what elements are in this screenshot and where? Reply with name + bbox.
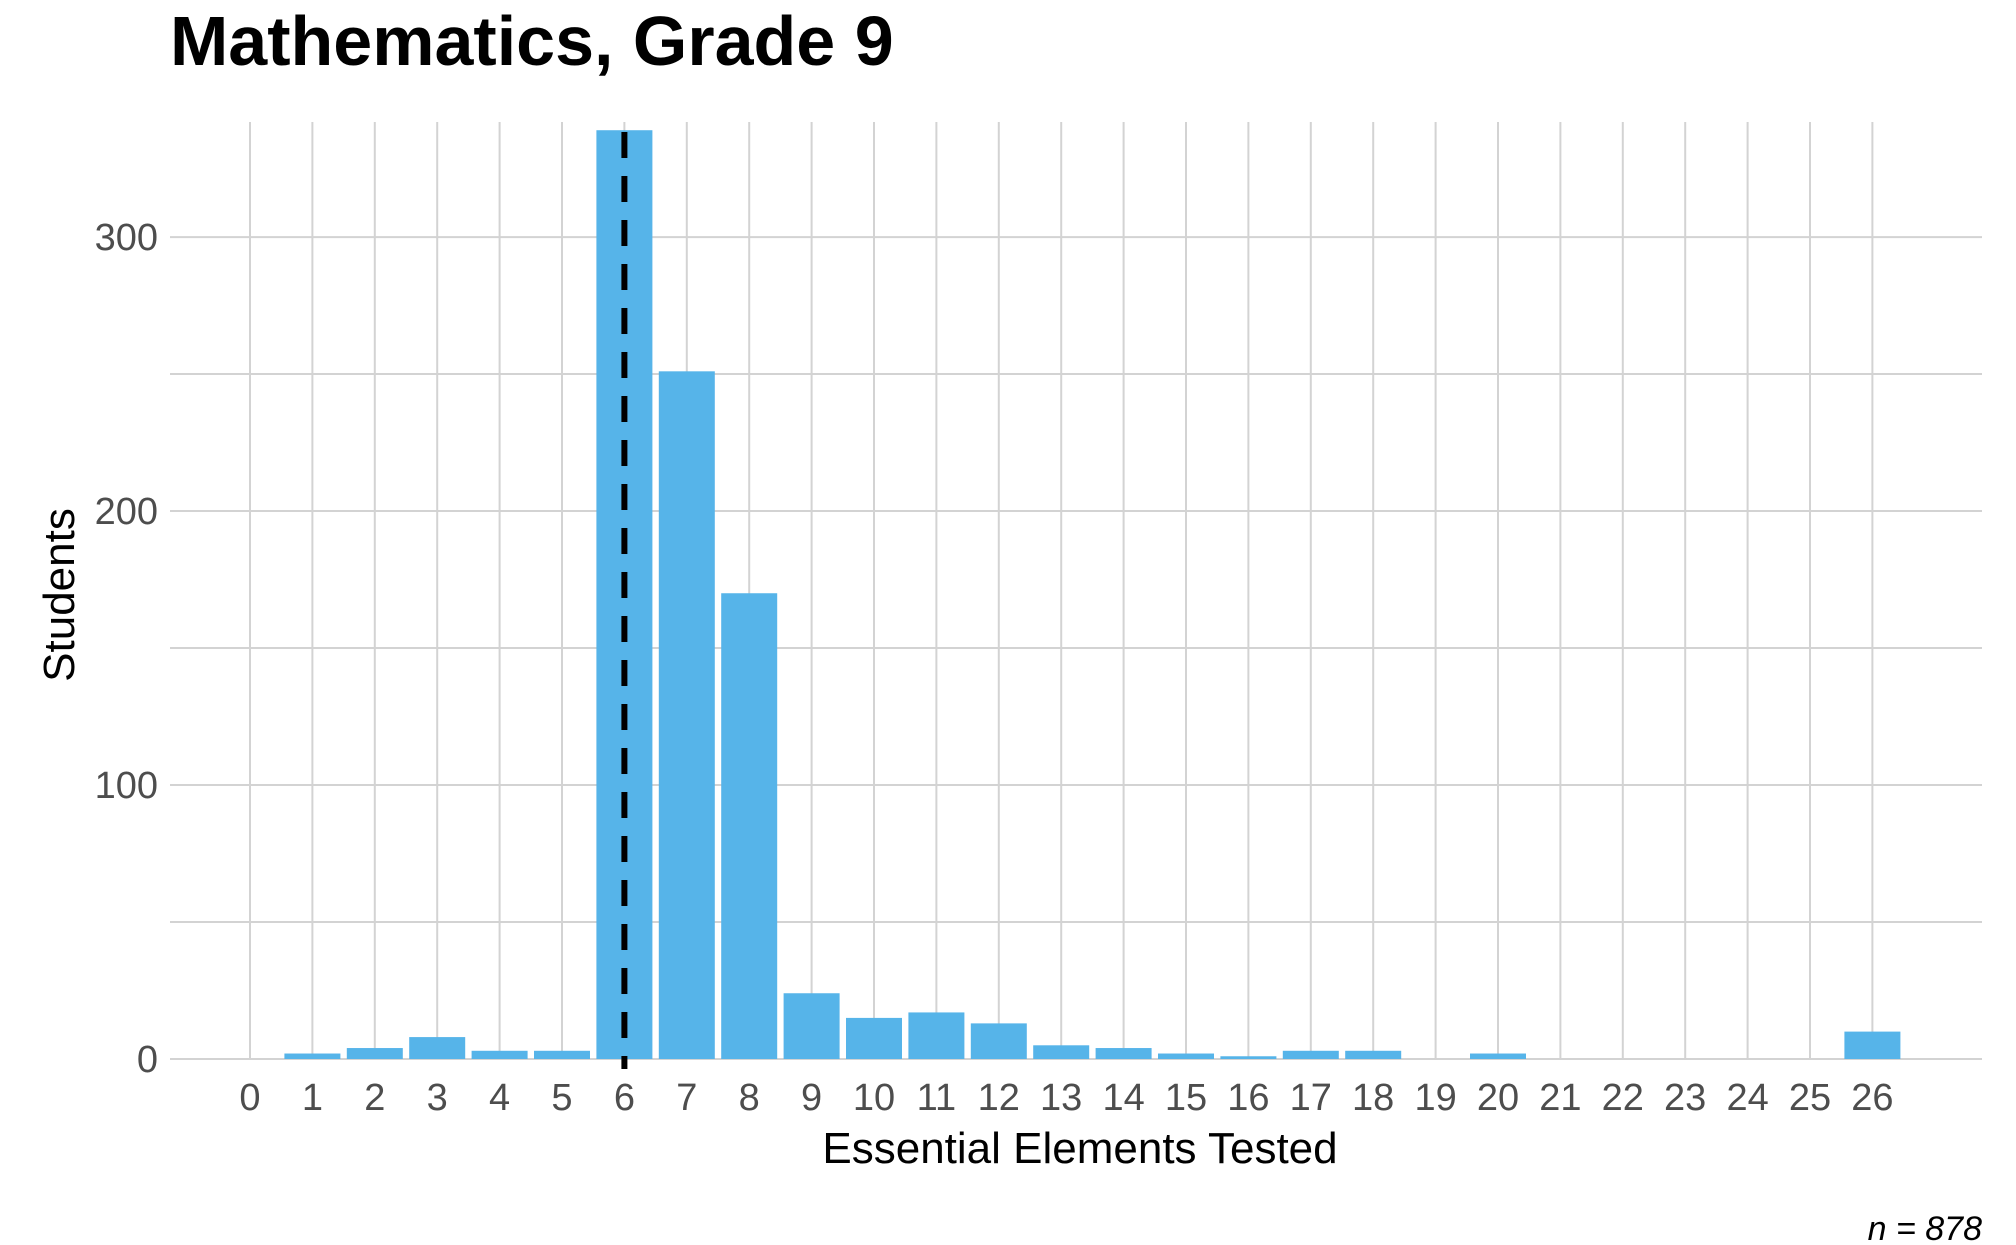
x-tick-label: 11 bbox=[917, 1077, 956, 1119]
sample-size-caption: n = 878 bbox=[1868, 1210, 1982, 1245]
bar-1 bbox=[284, 1053, 341, 1059]
bar-5 bbox=[534, 1050, 590, 1059]
y-axis-label: Students bbox=[35, 508, 84, 682]
y-tick-label: 300 bbox=[95, 217, 158, 259]
bar-3 bbox=[409, 1037, 466, 1059]
bar-26 bbox=[1844, 1031, 1901, 1059]
x-tick-label: 17 bbox=[1290, 1077, 1332, 1119]
chart-title: Mathematics, Grade 9 bbox=[170, 2, 894, 80]
bar-7 bbox=[658, 371, 715, 1059]
x-tick-label: 16 bbox=[1227, 1077, 1269, 1119]
x-tick-label: 2 bbox=[364, 1077, 385, 1119]
bar-15 bbox=[1158, 1053, 1214, 1059]
x-axis-label: Essential Elements Tested bbox=[822, 1124, 1337, 1173]
x-tick-label: 5 bbox=[551, 1077, 572, 1119]
y-tick-label: 100 bbox=[95, 765, 158, 807]
bar-10 bbox=[846, 1017, 902, 1059]
bar-4 bbox=[471, 1050, 528, 1059]
bar-20 bbox=[1470, 1053, 1526, 1059]
x-tick-label: 8 bbox=[739, 1077, 760, 1119]
bar-13 bbox=[1033, 1045, 1090, 1059]
x-tick-label: 18 bbox=[1352, 1077, 1394, 1119]
x-tick-label: 12 bbox=[978, 1077, 1020, 1119]
y-tick-label: 200 bbox=[95, 491, 158, 533]
bar-17 bbox=[1282, 1050, 1339, 1059]
x-tick-label: 6 bbox=[614, 1077, 635, 1119]
bar-16 bbox=[1220, 1056, 1277, 1059]
x-tick-label: 21 bbox=[1539, 1077, 1581, 1119]
bar-9 bbox=[783, 993, 840, 1059]
x-tick-label: 19 bbox=[1414, 1077, 1456, 1119]
x-tick-label: 23 bbox=[1664, 1077, 1706, 1119]
bar-11 bbox=[908, 1012, 965, 1059]
y-tick-label: 0 bbox=[137, 1039, 158, 1081]
x-tick-label: 1 bbox=[302, 1077, 323, 1119]
x-tick-label: 24 bbox=[1726, 1077, 1768, 1119]
x-tick-label: 13 bbox=[1040, 1077, 1082, 1119]
bar-2 bbox=[346, 1048, 403, 1059]
bar-18 bbox=[1345, 1050, 1402, 1059]
x-tick-label: 20 bbox=[1477, 1077, 1519, 1119]
bar-8 bbox=[721, 593, 778, 1059]
x-tick-labels: 0 1 2 3 4 5 6 7 8 9 10 11 12 13 14 15 16 17 18 19 20 21 22 23 24… bbox=[239, 1077, 1893, 1119]
x-tick-label: 22 bbox=[1602, 1077, 1644, 1119]
x-tick-label: 25 bbox=[1789, 1077, 1831, 1119]
x-tick-label: 9 bbox=[801, 1077, 822, 1119]
y-tick-labels: 0 100 200 300 bbox=[95, 217, 158, 1081]
bars bbox=[284, 130, 1901, 1059]
x-tick-label: 7 bbox=[676, 1077, 697, 1119]
x-tick-label: 10 bbox=[853, 1077, 895, 1119]
bar-12 bbox=[970, 1023, 1027, 1059]
x-tick-label: 0 bbox=[239, 1077, 260, 1119]
x-tick-label: 3 bbox=[427, 1077, 448, 1119]
x-tick-label: 15 bbox=[1165, 1077, 1207, 1119]
x-tick-label: 26 bbox=[1851, 1077, 1893, 1119]
x-tick-label: 14 bbox=[1102, 1077, 1144, 1119]
bar-14 bbox=[1095, 1048, 1152, 1059]
grid-lines bbox=[170, 122, 1982, 1060]
x-tick-label: 4 bbox=[489, 1077, 510, 1119]
